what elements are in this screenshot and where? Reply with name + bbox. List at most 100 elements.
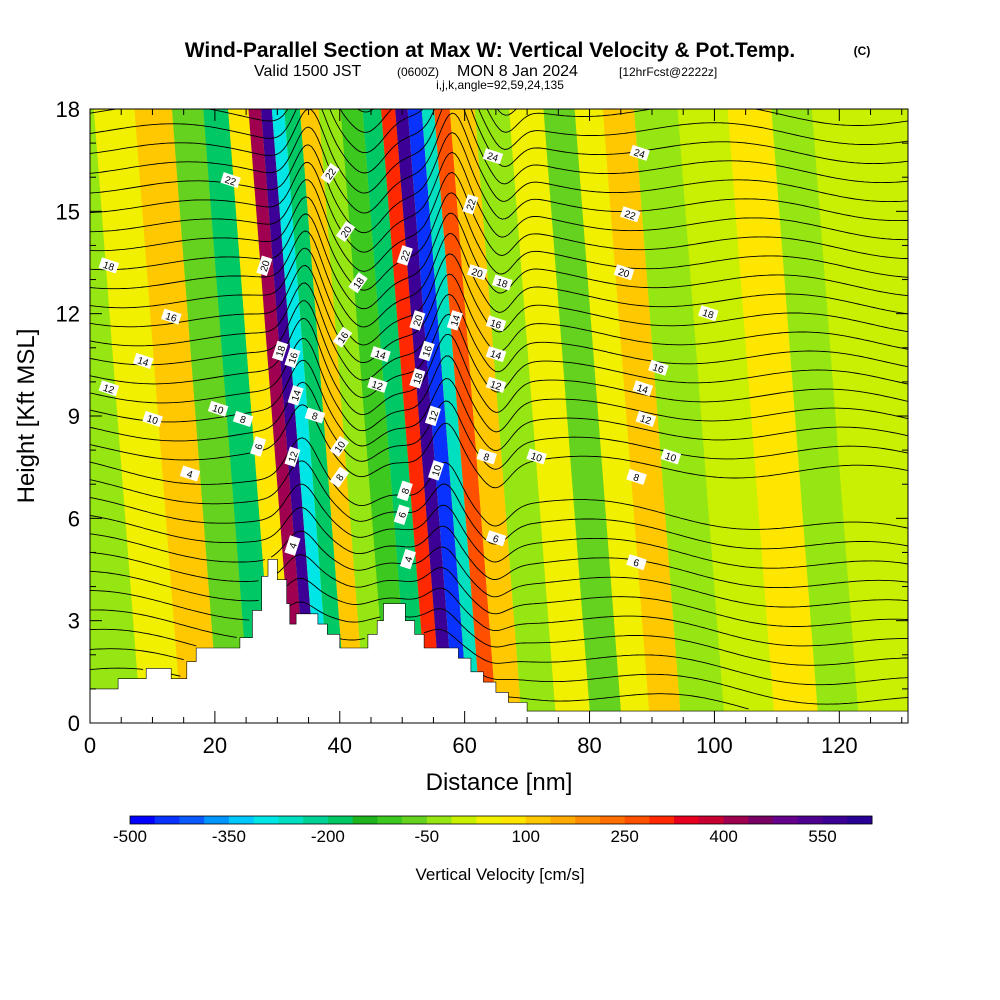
contour-label: 16 (485, 315, 507, 332)
x-tick-label: 120 (821, 733, 858, 758)
isentrope-line (90, 172, 908, 272)
colorbar-swatch (649, 816, 675, 824)
contour-label: 20 (467, 264, 488, 281)
velocity-band (134, 109, 220, 723)
contour-label: 20 (256, 255, 273, 277)
contour-label-text: 8 (238, 414, 247, 426)
y-tick-label: 15 (56, 199, 80, 224)
contour-label: 8 (476, 448, 497, 465)
y-tick-label: 0 (68, 711, 80, 736)
colorbar-swatch (847, 816, 873, 824)
potential-temperature-contours (90, 109, 908, 710)
contour-label: 8 (304, 407, 326, 424)
contour-label: 8 (626, 468, 647, 485)
contour-label-text: 14 (373, 349, 387, 363)
contour-label-text: 14 (136, 355, 150, 369)
contour-label: 16 (284, 347, 301, 369)
colorbar-swatch (773, 816, 799, 824)
colorbar-tick-label: -50 (415, 827, 440, 846)
colorbar-ticks: -500 -350 -200 -50 100 250 400 550 (113, 827, 837, 846)
contour-label-text: 18 (495, 277, 509, 291)
y-tick-label: 3 (68, 609, 80, 634)
contour-label-text: 22 (465, 197, 479, 211)
copyright-mark: (C) (854, 44, 871, 58)
contour-label-text: 10 (529, 451, 543, 465)
contour-label: 18 (492, 274, 513, 291)
contour-label: 6 (626, 554, 647, 571)
velocity-band (543, 109, 622, 723)
isentrope-line (90, 570, 908, 647)
colorbar-tick-label: 100 (512, 827, 540, 846)
velocity-band (634, 109, 725, 723)
colorbar-swatch (179, 816, 205, 824)
contour-label-text: 18 (412, 371, 426, 385)
velocity-band (677, 109, 775, 723)
x-axis: 0 20 40 60 80 100 120 (84, 109, 903, 758)
contour-label: 22 (220, 172, 241, 189)
isentrope-line (90, 507, 908, 589)
colorbar-tick-label: -350 (212, 827, 246, 846)
velocity-band (260, 109, 320, 723)
contour-label: 4 (399, 548, 416, 570)
contour-label-text: 14 (489, 349, 503, 363)
contour-label-text: 12 (489, 379, 503, 393)
contour-label-text: 6 (253, 442, 265, 451)
colorbar-swatch (748, 816, 774, 824)
contour-label: 14 (287, 385, 304, 406)
colorbar-swatch (822, 816, 848, 824)
colorbar-swatch (451, 816, 477, 824)
colorbar-swatch (204, 816, 230, 824)
y-tick-label: 6 (68, 506, 80, 531)
velocity-band (421, 109, 482, 723)
colorbar-tick-label: -200 (311, 827, 345, 846)
contour-label-text: 6 (397, 510, 409, 519)
y-tick-label: 9 (68, 404, 80, 429)
colorbar-swatch (253, 816, 279, 824)
isentrope-line (90, 483, 908, 569)
colorbar-swatch (525, 816, 551, 824)
valid-time: Valid 1500 JST (254, 63, 362, 80)
contour-label: 6 (393, 504, 410, 526)
contour-label: 22 (320, 162, 340, 185)
colorbar (129, 815, 873, 825)
contour-label: 22 (396, 245, 413, 266)
isentrope-line (90, 109, 908, 154)
contour-label: 12 (367, 376, 388, 393)
contour-label-text: 20 (259, 259, 273, 273)
isentrope-line (90, 337, 908, 433)
contour-label-text: 22 (399, 249, 413, 263)
colorbar-swatch (303, 816, 329, 824)
contour-label-text: 16 (489, 318, 503, 332)
colorbar-swatch (426, 816, 452, 824)
contour-label: 10 (207, 400, 229, 417)
contour-label-text: 14 (290, 388, 304, 402)
contour-labels: 1812141016422108620181614124222018168108… (98, 144, 719, 571)
y-axis: 0 3 6 9 12 15 18 (56, 97, 908, 736)
velocity-band (509, 109, 591, 723)
contour-label: 18 (271, 340, 288, 362)
contour-label: 22 (620, 206, 641, 223)
contour-label: 4 (284, 535, 301, 556)
velocity-band (228, 109, 296, 723)
contour-label: 22 (462, 194, 479, 215)
isentrope-line (90, 404, 908, 489)
chart-title: Wind-Parallel Section at Max W: Vertical… (185, 39, 796, 62)
contour-label: 18 (698, 305, 719, 322)
contour-label: 24 (482, 148, 504, 165)
isentrope-line (90, 112, 908, 214)
isentrope-line (90, 109, 908, 194)
colorbar-tick-label: -500 (113, 827, 147, 846)
colorbar-tick-label: 550 (808, 827, 836, 846)
contour-label: 12 (98, 380, 120, 397)
contour-label-text: 22 (223, 175, 237, 189)
contour-label-text: 4 (288, 541, 300, 550)
isentrope-line (90, 212, 908, 310)
isentrope-line (90, 300, 908, 398)
colorbar-tick-label: 400 (709, 827, 737, 846)
isentrope-line (90, 609, 908, 686)
colorbar-swatch (228, 816, 255, 824)
velocity-band (449, 109, 522, 723)
colorbar-swatch (402, 816, 428, 824)
contour-label-text: 8 (310, 411, 319, 423)
x-tick-label: 60 (452, 733, 476, 758)
